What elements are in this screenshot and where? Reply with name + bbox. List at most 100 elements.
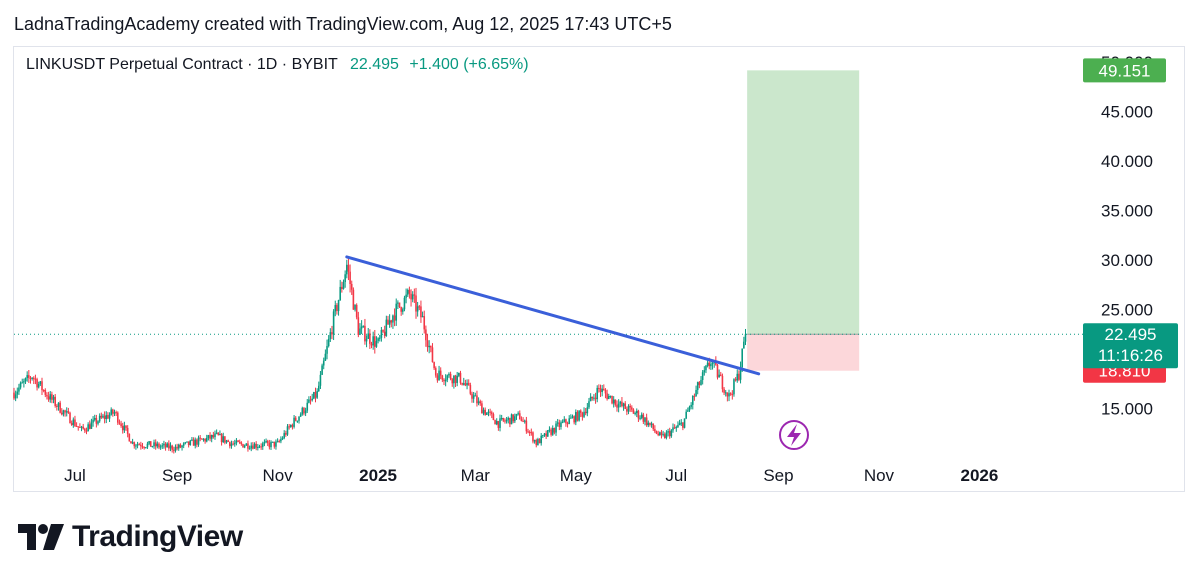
candle-body — [257, 447, 259, 449]
candle-body — [14, 394, 17, 399]
candle-body — [533, 440, 536, 442]
candle-body — [505, 419, 508, 422]
candle-body — [57, 402, 60, 407]
time-axis-label: Nov — [262, 466, 293, 485]
candle-body — [565, 419, 567, 424]
candle-body — [596, 387, 599, 400]
candle-body — [663, 434, 666, 438]
bar-countdown-label: 11:16:26 — [1098, 346, 1163, 365]
candle-body — [294, 417, 297, 421]
candle-body — [181, 445, 183, 448]
candle-body — [327, 338, 330, 347]
candle-body — [583, 411, 585, 417]
symbol-name: LINKUSDT Perpetual Contract · 1D · BYBIT — [26, 56, 338, 73]
profit-zone — [747, 70, 860, 335]
candle-body — [23, 381, 25, 383]
candle-body — [281, 438, 284, 440]
candle-body — [149, 441, 152, 447]
candle-body — [530, 432, 533, 434]
candle-body — [39, 381, 42, 384]
candle-body — [532, 432, 534, 442]
candle-body — [668, 431, 671, 437]
candle-body — [453, 375, 455, 384]
candle-body — [561, 421, 564, 423]
candle-body — [425, 329, 427, 341]
candle-body — [26, 375, 28, 379]
candle-body — [367, 333, 370, 339]
candle-body — [95, 418, 98, 424]
candle-body — [535, 440, 538, 446]
candle-body — [154, 442, 157, 447]
candle-body — [566, 423, 569, 425]
candle-body — [650, 423, 653, 425]
candle-body — [418, 306, 421, 308]
time-axis-label: Sep — [763, 466, 793, 485]
candle-body — [252, 445, 254, 449]
time-axis-label: Jul — [665, 466, 687, 485]
candle-body — [64, 410, 66, 413]
candle-body — [543, 433, 546, 436]
candle-body — [187, 441, 190, 446]
candle-body — [377, 338, 379, 342]
candle-body — [601, 388, 603, 393]
candle-body — [317, 385, 320, 392]
candle-body — [390, 320, 393, 323]
candle-body — [186, 441, 188, 443]
candle-body — [347, 264, 350, 272]
candle-body — [59, 402, 61, 413]
candle-body — [395, 303, 398, 321]
candle-body — [349, 271, 351, 284]
candle-body — [263, 442, 266, 444]
candle-body — [441, 375, 444, 380]
candle-body — [115, 412, 117, 414]
candle-body — [550, 429, 552, 435]
candle-body — [584, 411, 587, 414]
candle-body — [393, 315, 396, 321]
candle-body — [724, 392, 727, 394]
candle-body — [182, 443, 185, 446]
candle-body — [319, 374, 322, 386]
candle-body — [136, 444, 139, 446]
candle-body — [52, 396, 55, 400]
candle-body — [416, 306, 419, 312]
candle-body — [42, 390, 45, 392]
candle-body — [304, 410, 307, 414]
candle-body — [738, 373, 740, 380]
candle-body — [125, 425, 127, 428]
candle-body — [578, 410, 580, 421]
candle-body — [734, 379, 737, 381]
candle-body — [428, 345, 430, 348]
candle-body — [113, 412, 116, 414]
candle-body — [631, 407, 633, 410]
candle-body — [708, 362, 711, 367]
candle-body — [314, 392, 317, 398]
candle-body — [336, 305, 338, 312]
candle-body — [332, 311, 335, 335]
candle-body — [141, 446, 144, 448]
candle-body — [145, 447, 147, 449]
candle-body — [484, 409, 486, 415]
candle-body — [420, 306, 422, 318]
candle-body — [678, 423, 681, 426]
candle-body — [667, 431, 669, 433]
tradingview-logo[interactable]: TradingView — [18, 520, 243, 554]
event-lightning-icon[interactable] — [779, 420, 809, 450]
candle-body — [112, 409, 114, 414]
candle-body — [306, 402, 309, 411]
candle-body — [247, 443, 249, 449]
candle-body — [179, 444, 182, 448]
candle-body — [341, 286, 343, 289]
candle-body — [634, 413, 636, 415]
candle-body — [538, 439, 541, 444]
candle-body — [415, 295, 417, 312]
candle-body — [599, 388, 602, 393]
candle-body — [65, 411, 68, 413]
time-axis-label: Sep — [162, 466, 192, 485]
candle-body — [477, 401, 480, 404]
candle-body — [18, 387, 20, 392]
candle-body — [472, 395, 475, 399]
candle-body — [204, 438, 206, 442]
candle-body — [265, 440, 267, 443]
candle-body — [520, 419, 523, 422]
